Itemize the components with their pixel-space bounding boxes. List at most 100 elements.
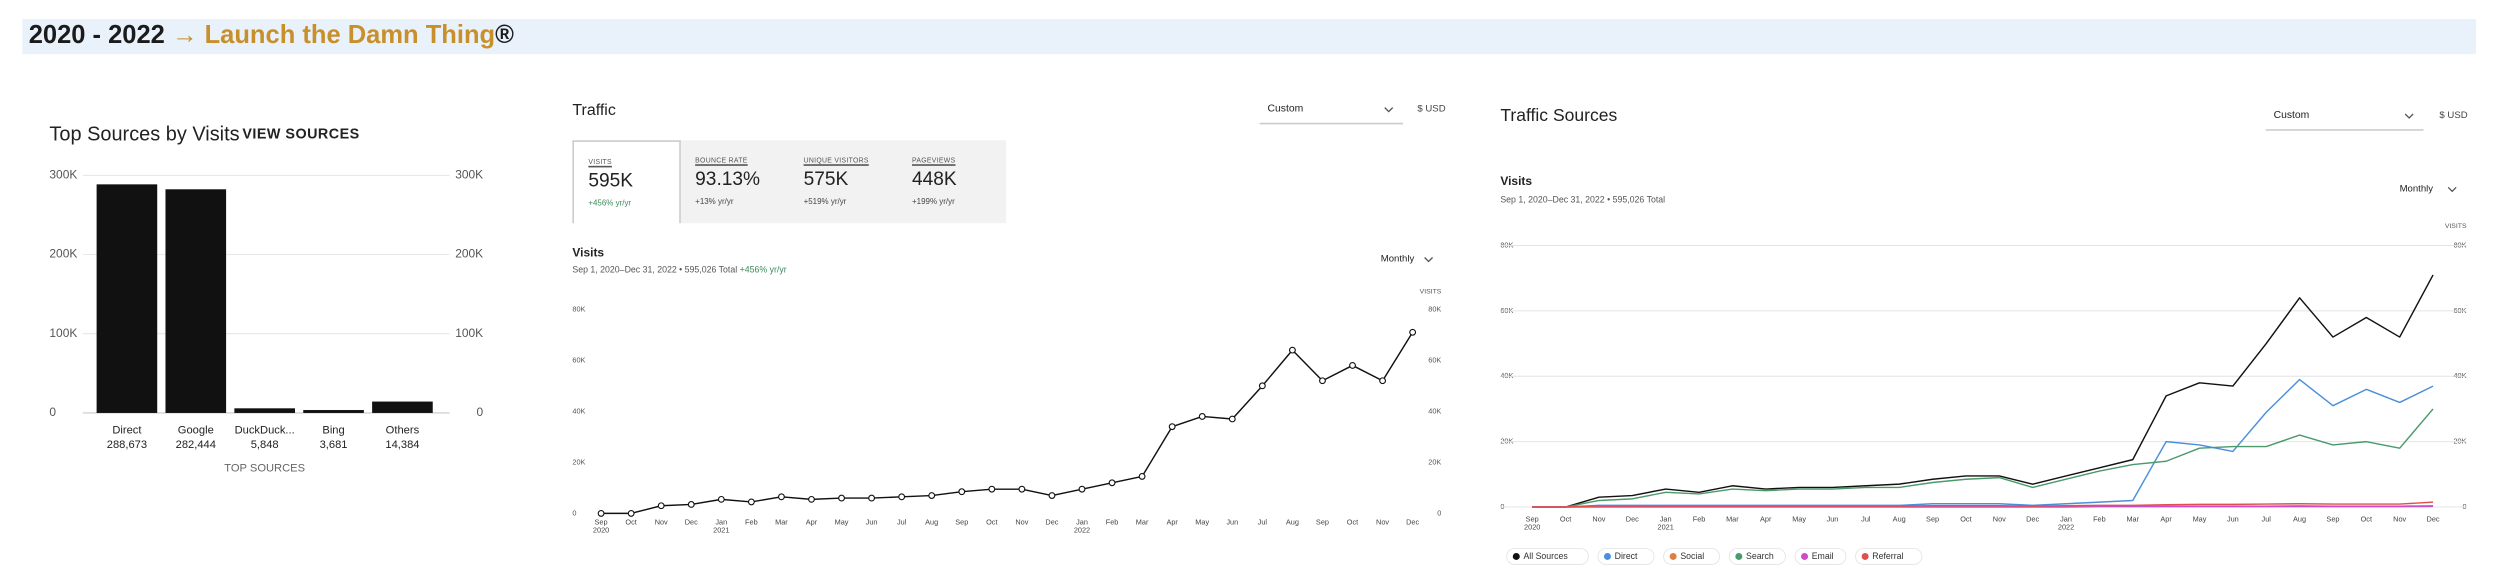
point-marker <box>717 495 725 503</box>
point-marker <box>808 495 815 503</box>
stat-label: UNIQUE VISITORS <box>803 156 869 165</box>
x-tick-label: Mar <box>1726 514 1739 523</box>
point-marker <box>868 494 876 502</box>
legend-swatch <box>1735 552 1743 560</box>
y-tick-label: 60K <box>572 355 585 364</box>
point-marker <box>988 485 996 493</box>
y-tick-label-right: 20K <box>1428 457 1441 466</box>
bar <box>234 408 295 413</box>
legend-swatch <box>1669 552 1677 560</box>
point-marker <box>1018 485 1026 493</box>
stat-label: VISITS <box>588 157 612 166</box>
interval-dropdown[interactable]: Monthly <box>2399 184 2434 195</box>
point-marker <box>597 509 605 517</box>
x-tick-label: Jul <box>1257 518 1268 527</box>
stat-change: +456% yr/yr <box>588 199 632 209</box>
value-label: 5,848 <box>251 439 279 451</box>
x-tick-label: Bing <box>322 424 344 436</box>
x-tick-label: Jan 2022 <box>2057 514 2075 532</box>
x-tick-label: Nov <box>1992 514 2006 523</box>
interval-dropdown[interactable]: Monthly <box>1380 255 1415 265</box>
x-tick-label: Mar <box>2126 514 2140 523</box>
x-tick-label: Aug <box>2293 514 2307 523</box>
y-tick-label: 100K <box>49 326 77 340</box>
y-tick-label: 80K <box>1500 240 1513 249</box>
x-tick-label: Aug <box>1285 518 1299 527</box>
point-marker <box>687 501 695 508</box>
y-tick-label: 40K <box>572 406 585 415</box>
y-tick-label-right: 0 <box>1437 508 1441 517</box>
stat-value: 595K <box>588 169 634 192</box>
stat-change: +13% yr/yr <box>695 197 734 208</box>
subtitle-change: +456% yr/yr <box>739 266 787 276</box>
chevron <box>2404 113 2414 119</box>
metric-subtitle: Sep 1, 2020–Dec 31, 2022 • 595,026 Total… <box>572 266 787 277</box>
x-tick-label: Feb <box>2093 514 2106 523</box>
x-tick-label: Others <box>386 424 420 436</box>
point-marker <box>1288 346 1296 354</box>
value-label: 14,384 <box>385 439 419 451</box>
x-tick-label: Oct <box>986 518 998 527</box>
view-sources-link[interactable]: VIEW SOURCES <box>242 125 360 142</box>
x-tick-label: Oct <box>1346 518 1359 527</box>
x-tick-label: Jan 2021 <box>713 518 730 535</box>
legend-item <box>1597 548 1655 565</box>
point-marker <box>1168 423 1176 431</box>
x-tick-label: Apr <box>805 518 818 527</box>
period: 2020 - 2022 <box>28 22 165 50</box>
point-marker <box>958 488 966 496</box>
legend-swatch <box>1861 552 1869 560</box>
point-marker <box>898 493 906 501</box>
arrow: → <box>171 22 198 50</box>
point-marker <box>1078 485 1086 493</box>
range-dropdown[interactable]: Custom <box>1259 99 1404 125</box>
legend-item <box>1506 548 1589 565</box>
range-dropdown[interactable]: Custom <box>2265 105 2424 131</box>
stat-tile[interactable]: VISITS 595K +456% yr/yr <box>572 140 681 224</box>
chevron <box>2447 186 2457 193</box>
x-tick-label: Oct <box>2360 514 2373 523</box>
x-tick-label: Jan 2021 <box>1657 514 1674 532</box>
point-marker <box>778 493 785 501</box>
x-tick-label: Nov <box>2393 514 2407 523</box>
y-axis-label: VISITS <box>2445 223 2467 230</box>
x-tick-label: Dec <box>684 518 698 527</box>
chevron <box>1384 107 1394 113</box>
stat-label: BOUNCE RATE <box>695 156 748 165</box>
metric-title: Visits <box>1500 173 1533 189</box>
legend-swatch <box>1603 552 1611 560</box>
stat-tile[interactable]: PAGEVIEWS 448K +199% yr/yr <box>898 140 1006 223</box>
subtitle-text: Sep 1, 2020–Dec 31, 2022 • 595,026 Total <box>572 266 738 276</box>
x-tick-label: Sep <box>955 518 969 527</box>
x-tick-label: Aug <box>1892 514 1906 523</box>
y-axis-label: VISITS <box>1420 289 1442 296</box>
line-series <box>1532 378 2434 508</box>
point-marker <box>657 502 665 510</box>
point-marker <box>747 498 755 506</box>
x-tick-label: Oct <box>1559 514 1572 523</box>
x-tick-label: Oct <box>625 518 637 527</box>
point-marker <box>1258 382 1266 390</box>
legend-label: All Sources <box>1523 551 1568 561</box>
x-tick-label: Jul <box>2261 514 2271 523</box>
x-tick-label: Apr <box>1166 518 1178 527</box>
x-tick-label: May <box>1195 518 1210 527</box>
stat-tile[interactable]: UNIQUE VISITORS 575K +519% yr/yr <box>789 140 897 223</box>
x-tick-label: Jun <box>2226 514 2239 523</box>
y-tick-label: 0 <box>572 508 576 517</box>
y-tick-label-right: 300K <box>455 168 483 182</box>
legend-label: Social <box>1680 551 1704 561</box>
stat-tile[interactable]: BOUNCE RATE 93.13% +13% yr/yr <box>681 140 789 223</box>
point-marker <box>1048 492 1056 499</box>
y-tick-label-right: 200K <box>455 247 483 261</box>
x-tick-label: Jan 2022 <box>1073 518 1091 535</box>
x-tick-label: Nov <box>1592 514 1606 523</box>
y-tick-label-right: 40K <box>1428 406 1441 415</box>
value-label: 3,681 <box>320 439 348 451</box>
y-tick-label-right: 100K <box>455 326 483 340</box>
x-tick-label: Feb <box>1692 514 1706 523</box>
x-tick-label: Feb <box>1105 518 1119 527</box>
